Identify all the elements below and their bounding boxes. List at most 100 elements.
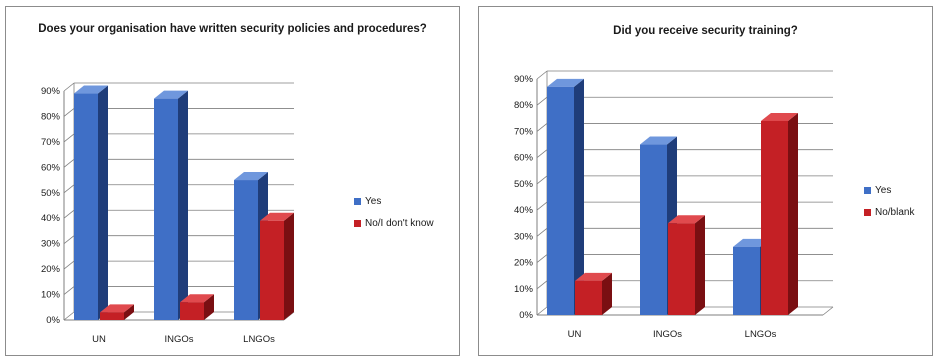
bar-front bbox=[100, 312, 124, 320]
bar-side bbox=[124, 304, 134, 320]
bar-ingos-series-1 bbox=[154, 90, 188, 320]
y-tick-label: 70% bbox=[514, 126, 534, 137]
legend-item-yes: Yes bbox=[864, 179, 914, 201]
bar-side bbox=[695, 215, 705, 315]
bar-front bbox=[154, 98, 178, 320]
legend-swatch bbox=[354, 219, 361, 227]
bar-top bbox=[100, 304, 134, 313]
gridline-depth bbox=[536, 175, 548, 185]
y-tick-label: 90% bbox=[41, 86, 61, 97]
bar-front bbox=[761, 120, 788, 315]
gridline-depth bbox=[63, 311, 75, 321]
y-tick-label: 50% bbox=[514, 179, 534, 190]
gridline-depth bbox=[63, 159, 75, 168]
bar-top bbox=[733, 238, 770, 247]
y-tick-label: 90% bbox=[514, 74, 534, 85]
gridline-depth bbox=[536, 254, 548, 263]
bar-side bbox=[98, 85, 108, 321]
y-tick-label: 10% bbox=[41, 290, 61, 301]
bar-un-series-1 bbox=[74, 85, 108, 321]
gridline-depth bbox=[536, 70, 548, 80]
chart-panel-security-policies: Does your organisation have written secu… bbox=[5, 6, 460, 356]
chart-legend: Yes No/blank bbox=[864, 179, 914, 223]
chart-plot: 0% 10% 20% 30% 40% 50% 60% 70% 80% 90% UN INGOs LNGO… bbox=[514, 70, 834, 340]
y-tick-label: 70% bbox=[41, 137, 61, 148]
chart-panel-security-training: Did you receive security training? 0% 10%… bbox=[478, 6, 933, 356]
gridline-depth bbox=[63, 133, 75, 143]
bar-top bbox=[640, 136, 677, 145]
bar-top bbox=[260, 212, 294, 221]
chart-title: Did you receive security training? bbox=[613, 25, 798, 37]
bar-top bbox=[234, 172, 268, 181]
bar-un-series-2 bbox=[100, 304, 134, 320]
gridline-depth bbox=[63, 209, 75, 219]
gridline-depth bbox=[63, 108, 75, 117]
x-tick-label: INGOs bbox=[653, 329, 682, 340]
gridline-depth bbox=[63, 286, 75, 295]
bar-top bbox=[180, 294, 214, 303]
gridline-depth bbox=[63, 235, 75, 244]
y-tick-label: 20% bbox=[514, 258, 534, 269]
bar-un-series-1 bbox=[547, 78, 584, 315]
bar-front bbox=[180, 302, 204, 320]
bar-front bbox=[575, 280, 602, 315]
gridline-depth bbox=[536, 201, 548, 211]
legend-item-yes: Yes bbox=[354, 190, 434, 212]
bar-side bbox=[574, 78, 584, 315]
bar-side bbox=[204, 294, 214, 320]
bar-top bbox=[154, 90, 188, 99]
bar-front bbox=[234, 180, 258, 320]
chart-title: Does your organisation have written secu… bbox=[38, 23, 427, 35]
gridline-depth bbox=[536, 306, 548, 316]
bar-front bbox=[640, 144, 667, 315]
y-tick-label: 50% bbox=[41, 188, 61, 199]
legend-item-no: No/I don't know bbox=[354, 212, 434, 234]
legend-item-no: No/blank bbox=[864, 201, 914, 223]
chart-legend: Yes No/I don't know bbox=[354, 190, 434, 234]
bar-top bbox=[761, 112, 798, 121]
chart-plot: 0% 10% 20% 30% 40% 50% 60% 70% 80% 90% UN INGOs LNGO… bbox=[41, 82, 295, 345]
x-tick-label: UN bbox=[92, 334, 106, 345]
x-tick-label: LNGOs bbox=[745, 329, 777, 340]
bar-un-series-2 bbox=[575, 272, 612, 315]
bar-top bbox=[74, 85, 108, 94]
y-tick-label: 30% bbox=[41, 239, 61, 250]
gridline-depth bbox=[536, 149, 548, 158]
y-tick-label: 80% bbox=[41, 111, 61, 122]
y-tick-label: 40% bbox=[514, 205, 534, 216]
bar-front bbox=[733, 246, 760, 315]
bar-ingos-series-2 bbox=[668, 215, 705, 315]
bar-side bbox=[284, 212, 294, 320]
y-tick-label: 0% bbox=[519, 310, 533, 321]
y-tick-label: 30% bbox=[514, 231, 534, 242]
bar-side bbox=[788, 112, 798, 315]
y-tick-label: 60% bbox=[41, 162, 61, 173]
bar-top bbox=[668, 215, 705, 224]
bar-top bbox=[575, 272, 612, 281]
bar-lngos-series-2 bbox=[260, 212, 294, 320]
x-tick-label: INGOs bbox=[164, 334, 193, 345]
bar-top bbox=[547, 78, 584, 87]
gridline-depth bbox=[536, 280, 548, 290]
bar-front bbox=[74, 93, 98, 321]
bar-ingos-series-2 bbox=[180, 294, 214, 320]
gridline-depth bbox=[536, 96, 548, 106]
x-tick-label: LNGOs bbox=[243, 334, 275, 345]
legend-swatch bbox=[354, 197, 361, 205]
floor-edge bbox=[822, 306, 834, 316]
legend-label: Yes bbox=[875, 184, 892, 196]
y-tick-label: 0% bbox=[46, 315, 60, 326]
gridline-depth bbox=[63, 82, 75, 92]
bar-front bbox=[260, 220, 284, 320]
bar-side bbox=[602, 272, 612, 315]
y-tick-label: 40% bbox=[41, 213, 61, 224]
y-tick-label: 60% bbox=[514, 153, 534, 164]
x-tick-label: UN bbox=[568, 329, 582, 340]
legend-label: No/I don't know bbox=[365, 217, 434, 229]
y-tick-label: 80% bbox=[514, 100, 534, 111]
legend-swatch bbox=[864, 208, 871, 216]
gridline-depth bbox=[536, 123, 548, 132]
gridline-depth bbox=[63, 260, 75, 270]
bar-lngos-series-2 bbox=[761, 112, 798, 315]
legend-label: No/blank bbox=[875, 206, 915, 218]
